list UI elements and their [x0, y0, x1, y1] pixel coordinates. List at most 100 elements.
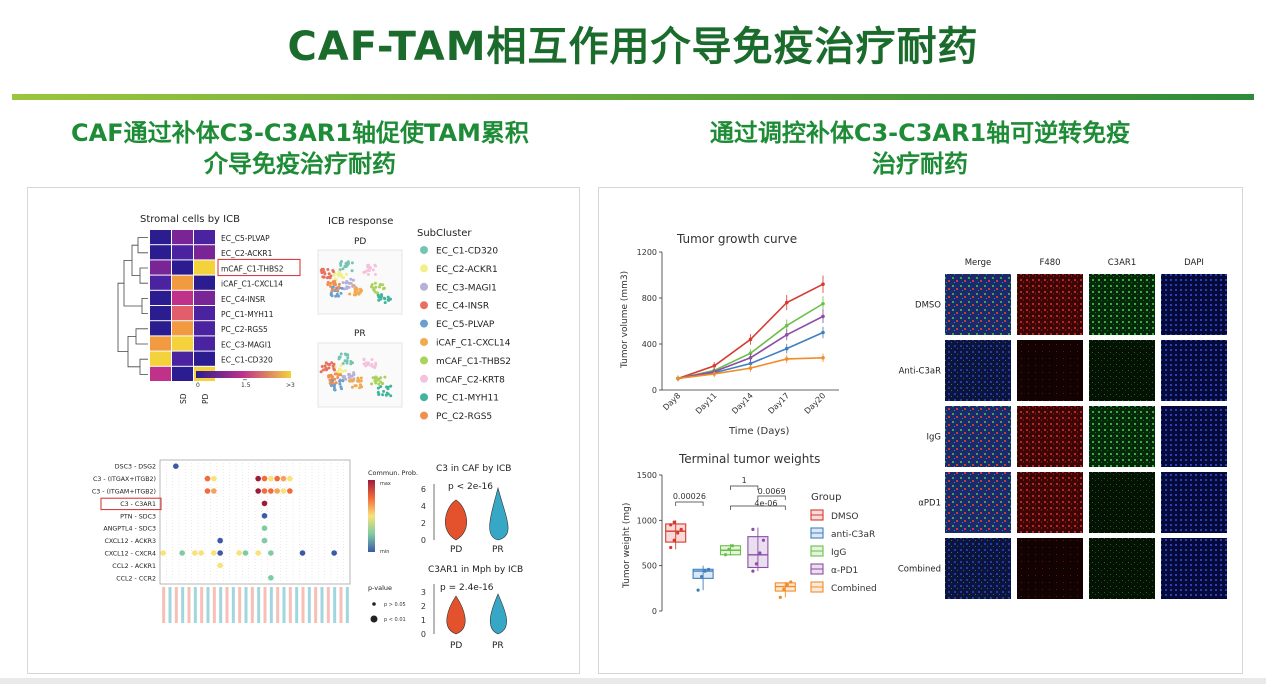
- umap-point: [327, 272, 331, 276]
- dotplot-dot: [204, 475, 211, 482]
- umap-point: [334, 381, 338, 385]
- dotplot-x-label-mark: [250, 587, 254, 623]
- heatmap-cell: [150, 260, 171, 275]
- violin-top-tick: 2: [421, 519, 426, 528]
- growth-point: [784, 323, 789, 328]
- right-heading-line2: 治疗耐药: [872, 150, 968, 178]
- umap-point: [347, 285, 351, 289]
- dotplot-x-label-mark: [238, 587, 242, 623]
- umap-point: [358, 386, 362, 390]
- weights-legend: DMSO anti-C3aR IgG α-PD1 Combined: [810, 509, 877, 594]
- dotplot-pair-label: CXCL12 - ACKR3: [104, 538, 156, 545]
- umap-point: [352, 284, 356, 288]
- umap-dots: [319, 260, 393, 398]
- dotplot-x-label-mark: [269, 587, 273, 623]
- dotplot-grid: [166, 460, 344, 584]
- umap-legend-swatch: [420, 246, 428, 254]
- dotplot-x-label-mark: [181, 587, 185, 623]
- violin-top-title: C3 in CAF by ICB: [436, 464, 511, 474]
- dotplot-pair-label: CCL2 - ACKR1: [112, 563, 156, 570]
- dotplot-dot: [261, 525, 268, 531]
- violin-bottom-pvalue: p = 2.4e-16: [440, 583, 494, 593]
- umap-point: [350, 385, 354, 389]
- heatmap-scale-labels: 0 1.5 >3: [196, 382, 295, 389]
- umap-point: [336, 369, 340, 373]
- dotplot-x-label-mark: [206, 587, 210, 623]
- violin-top-tick: 4: [421, 502, 426, 511]
- growth-point: [712, 372, 717, 376]
- umap-point: [358, 383, 362, 387]
- heatmap-cell: [150, 245, 171, 260]
- dotplot-dot: [179, 550, 185, 556]
- umap-point: [352, 371, 356, 375]
- dotplot-dot: [211, 475, 217, 482]
- microscopy-tile: [945, 406, 1011, 467]
- heatmap-cell: [150, 351, 171, 366]
- umap-legend-swatch: [420, 264, 428, 273]
- umap-point: [337, 294, 341, 298]
- umap-point: [377, 382, 381, 386]
- umap-point: [373, 281, 377, 285]
- dotplot-x-label-mark: [314, 587, 318, 623]
- weights-point: [754, 562, 758, 566]
- heatmap-scale-label: 1.5: [241, 382, 251, 389]
- umap-point: [328, 363, 332, 366]
- dotplot-dot: [274, 475, 280, 482]
- heatmap-column-labels: SD PD: [179, 393, 210, 404]
- pvalue-level-2: p < 0.01: [384, 617, 406, 623]
- microscopy-tile: [945, 340, 1011, 401]
- dotplot-dot: [261, 537, 268, 544]
- dotplot-x-label-mark: [231, 587, 235, 623]
- dotplot-dot: [217, 550, 223, 556]
- umap-point: [345, 361, 349, 365]
- umap-point: [349, 277, 353, 281]
- umap-point: [386, 392, 390, 396]
- umap-point: [385, 386, 389, 390]
- growth-chart-axes: 0 400 800 1200 Day8 Day11 Day14 Day17 Day20: [637, 248, 839, 416]
- umap-point: [344, 272, 348, 276]
- dotplot-x-label-mark: [244, 587, 248, 623]
- heatmap-cell: [172, 366, 193, 381]
- umap-point: [350, 269, 354, 273]
- umap-point: [339, 352, 343, 356]
- weights-point: [761, 538, 765, 542]
- umap-legend-label: mCAF_C2-KRT8: [436, 375, 505, 385]
- weights-annotation: 4e-06: [754, 499, 777, 508]
- violin-bottom-pr: [489, 593, 507, 635]
- dotplot-x-label-mark: [200, 587, 204, 623]
- growth-chart-series: [676, 275, 825, 382]
- dotplot-x-label-mark: [187, 587, 191, 623]
- umap-point: [353, 287, 357, 291]
- growth-point: [784, 333, 789, 337]
- heatmap-row-label: PC_C1-MYH11: [221, 310, 274, 319]
- weights-point: [782, 587, 786, 591]
- umap-point: [376, 386, 380, 390]
- umap-point: [339, 273, 343, 277]
- microscopy-column-label: Merge: [965, 258, 992, 268]
- violin-bottom-tick: 3: [421, 588, 426, 597]
- dotplot-dot: [274, 488, 280, 494]
- weights-point: [778, 595, 782, 599]
- umap-point: [333, 388, 337, 392]
- violin-top-pd: [445, 499, 467, 541]
- umap-point: [337, 282, 341, 286]
- heatmap-cell: [172, 260, 193, 275]
- heatmap-cell: [172, 351, 193, 366]
- growth-point: [748, 337, 753, 342]
- right-figure: Tumor growth curve 0 400 800 1200 Day8 Day11 D…: [620, 232, 1227, 616]
- umap-point: [339, 385, 343, 389]
- microscopy-row-label: IgG: [927, 433, 942, 443]
- heatmap-scale-label: 0: [196, 382, 200, 389]
- left-heading-line1: CAF通过补体C3-C3AR1轴促使TAM累积: [71, 119, 529, 147]
- umap-point: [324, 366, 328, 370]
- right-section-heading: 通过调控补体C3-C3AR1轴可逆转免疫 治疗耐药: [640, 118, 1200, 180]
- weights-point: [785, 583, 789, 587]
- weights-point: [707, 567, 711, 571]
- umap-point: [336, 285, 340, 289]
- umap-point: [370, 358, 374, 361]
- umap-point: [359, 376, 363, 380]
- weights-point: [672, 538, 676, 542]
- violin-top-pr: [489, 486, 509, 541]
- dotplot-pair-label: PTN - SDC3: [120, 513, 156, 520]
- growth-point: [748, 361, 753, 366]
